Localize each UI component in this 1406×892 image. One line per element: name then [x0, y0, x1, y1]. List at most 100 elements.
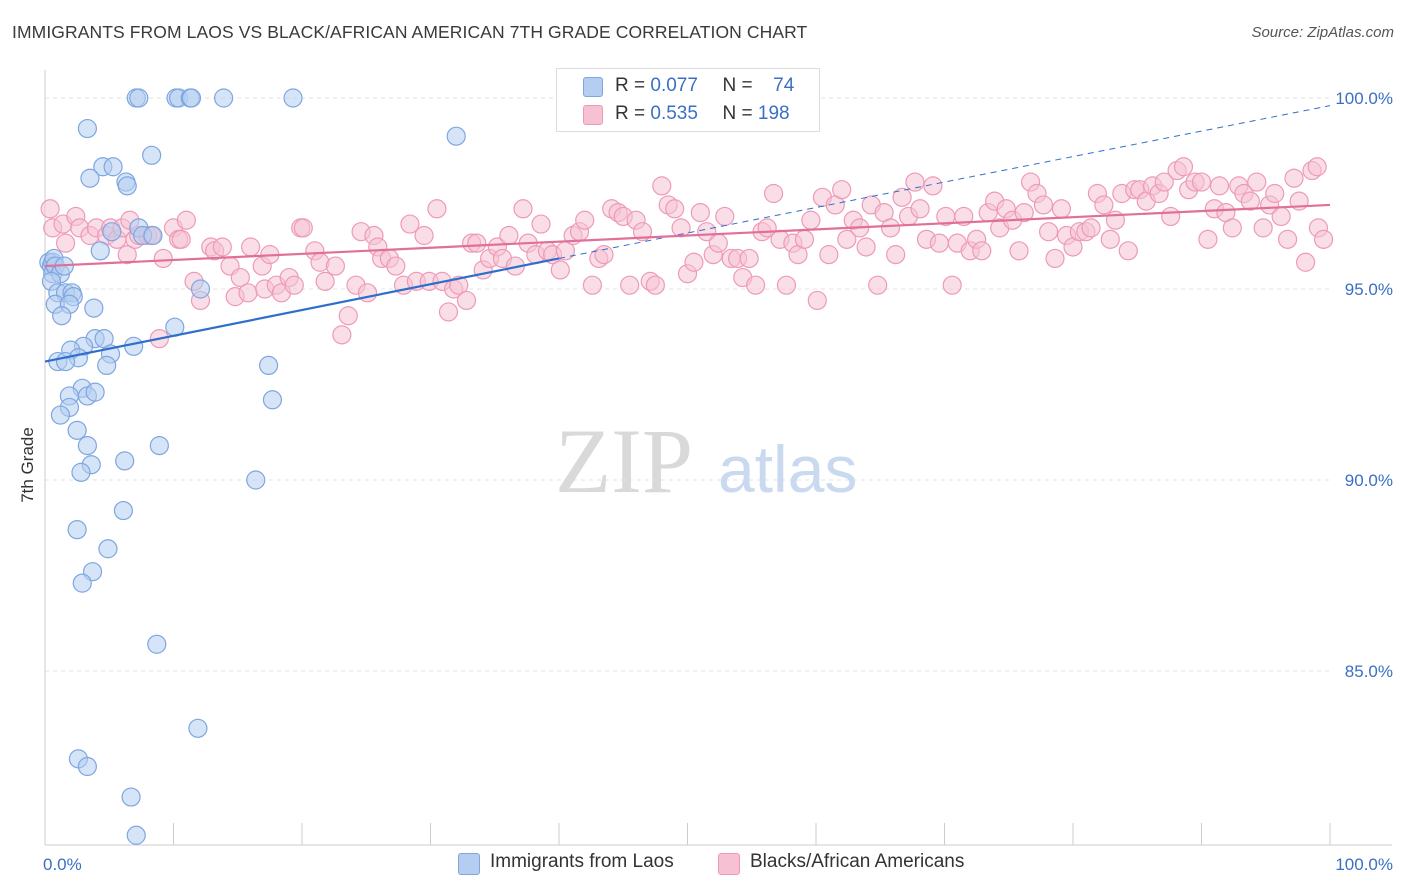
axes	[44, 70, 1392, 846]
data-point-blacks	[972, 241, 992, 261]
data-point-blacks	[338, 306, 358, 326]
data-point-blacks	[325, 256, 346, 276]
data-point-blacks	[1313, 229, 1334, 249]
data-point-blacks	[438, 302, 459, 322]
data-point-laos	[85, 382, 105, 402]
data-point-blacks	[427, 199, 447, 219]
data-point-blacks	[1118, 241, 1138, 261]
data-point-blacks	[1253, 218, 1273, 238]
data-point-blacks	[153, 248, 173, 269]
data-point-laos	[77, 756, 98, 777]
data-point-laos	[147, 634, 167, 654]
watermark-atlas: atlas	[718, 432, 857, 506]
data-point-blacks	[284, 275, 304, 295]
legend-swatch-blacks	[583, 105, 603, 125]
bottom-legend-swatch-laos	[458, 853, 480, 875]
data-point-blacks	[171, 229, 191, 249]
data-point-laos	[121, 787, 141, 807]
data-point-blacks	[954, 206, 974, 227]
data-point-blacks	[1009, 241, 1029, 261]
data-point-blacks	[819, 245, 839, 265]
data-point-laos	[190, 279, 211, 299]
data-point-blacks	[1247, 172, 1267, 192]
chart-title: IMMIGRANTS FROM LAOS VS BLACK/AFRICAN AM…	[12, 22, 808, 42]
data-point-laos	[102, 222, 122, 242]
data-point-blacks	[708, 233, 728, 253]
bottom-legend-label-laos: Immigrants from Laos	[490, 851, 674, 872]
data-point-laos	[115, 451, 135, 471]
data-point-blacks	[1033, 195, 1054, 215]
data-point-blacks	[386, 256, 406, 276]
data-point-laos	[129, 88, 149, 108]
data-point-blacks	[886, 245, 906, 265]
y-tick-label: 100.0%	[1335, 89, 1393, 108]
data-point-blacks	[513, 199, 533, 219]
data-point-laos	[142, 145, 162, 165]
data-point-laos	[103, 157, 123, 177]
data-point-laos	[246, 470, 266, 490]
data-point-laos	[143, 225, 163, 246]
data-point-laos	[446, 126, 466, 146]
legend-box: R = 0.077 N = 74 R = 0.535 N = 198	[556, 68, 820, 132]
data-point-blacks	[776, 275, 797, 295]
data-point-blacks	[315, 271, 335, 291]
data-point-laos	[97, 355, 117, 375]
data-point-blacks	[794, 229, 815, 249]
data-point-blacks	[594, 245, 614, 265]
data-point-blacks	[55, 233, 76, 253]
y-tick-label: 85.0%	[1345, 662, 1393, 681]
data-point-blacks	[293, 218, 313, 238]
legend-r-label: R =	[615, 103, 646, 124]
data-point-blacks	[1014, 203, 1034, 223]
data-point-blacks	[665, 199, 685, 219]
data-point-blacks	[1051, 199, 1072, 219]
trend-line-blacks	[44, 203, 1331, 268]
data-point-blacks	[1284, 168, 1304, 188]
legend-n-value-laos: 74	[773, 75, 795, 96]
data-point-blacks	[550, 260, 570, 280]
data-point-blacks	[620, 275, 640, 295]
trend-line-laos-extension	[558, 105, 1331, 259]
data-point-blacks	[575, 210, 595, 230]
data-point-laos	[98, 539, 118, 559]
data-point-laos	[283, 88, 303, 108]
data-point-laos	[72, 573, 92, 593]
data-point-blacks	[1173, 157, 1194, 177]
y-axis-label: 7th Grade	[18, 427, 37, 503]
series-laos-points	[39, 88, 466, 845]
data-point-laos	[90, 241, 110, 261]
legend-n-value-blacks: 198	[757, 103, 790, 124]
data-point-laos	[84, 298, 104, 318]
data-point-blacks	[684, 252, 704, 272]
data-point-laos	[77, 118, 98, 139]
source-credit: Source: ZipAtlas.com	[1251, 24, 1394, 41]
data-point-blacks	[697, 222, 717, 242]
data-point-laos	[181, 88, 202, 108]
data-point-blacks	[1277, 229, 1298, 249]
data-point-blacks	[942, 275, 962, 295]
data-point-blacks	[868, 275, 888, 295]
data-point-blacks	[1094, 195, 1114, 215]
data-point-laos	[52, 306, 72, 326]
data-point-laos	[258, 355, 279, 375]
tick-labels: 85.0% 90.0% 95.0% 100.0% 0.0% 100.0%	[43, 89, 1393, 874]
data-point-laos	[262, 390, 283, 410]
data-point-blacks	[880, 218, 901, 238]
data-point-blacks	[1295, 252, 1316, 272]
data-point-laos	[126, 825, 146, 845]
data-point-laos	[113, 500, 133, 521]
data-point-blacks	[645, 275, 665, 295]
data-point-blacks	[892, 187, 912, 207]
data-point-blacks	[449, 275, 469, 295]
legend-r-value-blacks: 0.535	[650, 103, 698, 124]
data-point-blacks	[652, 176, 672, 196]
data-point-laos	[149, 436, 169, 456]
data-point-blacks	[1222, 218, 1242, 238]
data-point-blacks	[910, 199, 930, 219]
data-point-blacks	[238, 283, 258, 303]
legend-n-label: N =	[722, 103, 753, 124]
data-point-laos	[77, 436, 98, 456]
data-point-blacks	[801, 210, 821, 230]
legend-r-label: R =	[615, 75, 646, 96]
data-point-blacks	[1161, 206, 1181, 227]
